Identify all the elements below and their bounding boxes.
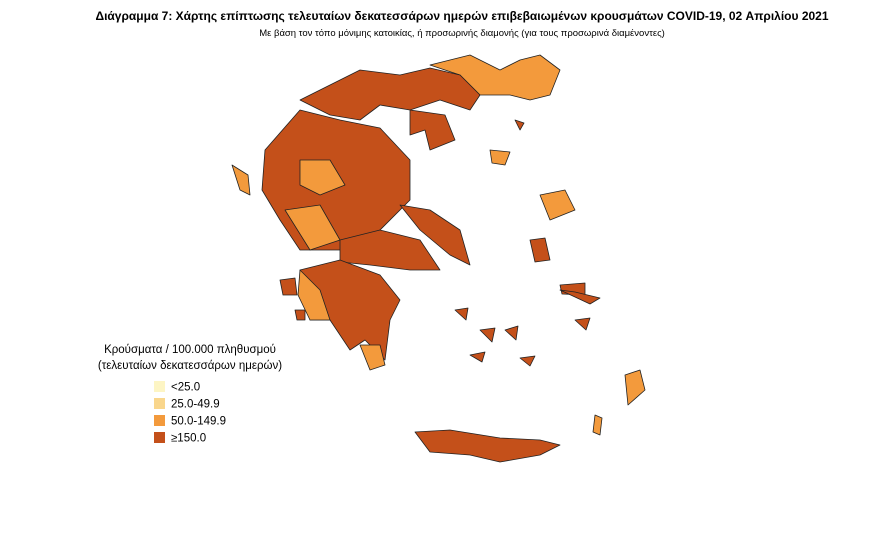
region <box>479 327 496 343</box>
region <box>574 317 591 331</box>
title: Διάγραμμα 7: Χάρτης επίπτωσης τελευταίων… <box>95 9 828 23</box>
region <box>559 289 601 305</box>
region <box>519 355 536 367</box>
legend-swatch <box>154 415 165 426</box>
legend: <25.0 25.0-49.9 50.0-149.9 ≥150.0 <box>154 381 226 445</box>
region <box>504 325 519 341</box>
region <box>399 204 471 266</box>
region <box>514 119 525 131</box>
region <box>299 67 481 121</box>
region <box>299 159 346 196</box>
region <box>539 189 576 221</box>
region <box>469 351 486 363</box>
region <box>294 309 306 321</box>
region <box>529 237 551 263</box>
legend-label: 50.0-149.9 <box>171 416 226 428</box>
legend-label: ≥150.0 <box>171 433 206 445</box>
region <box>454 307 469 321</box>
legend-title: (τελευταίων δεκατεσσάρων ημερών) <box>98 360 282 372</box>
subtitle: Με βάση τον τόπο μόνιμης κατοικίας, ή πρ… <box>259 28 665 39</box>
region <box>231 164 251 196</box>
region <box>359 344 386 371</box>
region <box>592 414 603 436</box>
legend-swatch <box>154 398 165 409</box>
region <box>409 109 456 151</box>
map <box>231 54 646 463</box>
region <box>339 229 441 271</box>
legend-title: Κρούσματα / 100.000 πληθυσμού <box>104 344 276 356</box>
region <box>279 277 298 296</box>
legend-label: 25.0-49.9 <box>171 399 220 411</box>
region <box>624 369 646 406</box>
region <box>414 429 561 463</box>
legend-swatch <box>154 432 165 443</box>
legend-swatch <box>154 381 165 392</box>
region <box>297 269 331 321</box>
region <box>489 149 511 166</box>
legend-label: <25.0 <box>171 382 200 394</box>
